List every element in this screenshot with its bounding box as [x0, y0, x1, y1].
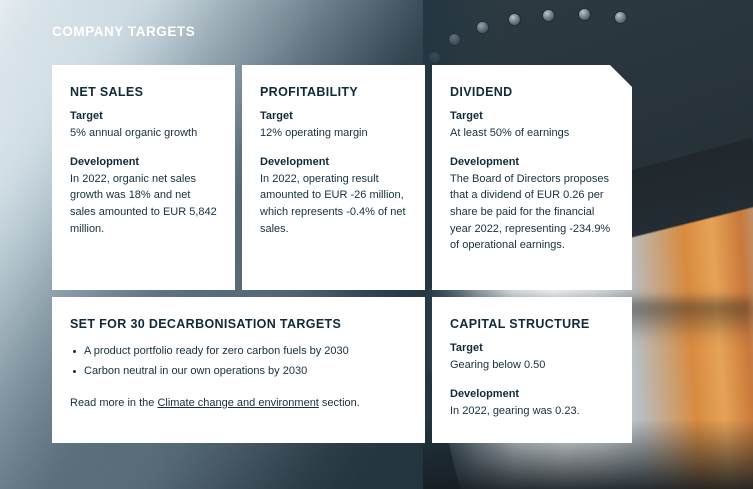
card-heading-profitability: PROFITABILITY — [260, 85, 359, 99]
development-label: Development — [70, 155, 140, 168]
card-heading-capital-structure: CAPITAL STRUCTURE — [450, 317, 590, 331]
spacer — [70, 142, 217, 155]
card-profitability: PROFITABILITY Target 12% operating margi… — [242, 65, 425, 290]
read-more-text: Read more in the Climate change and envi… — [70, 395, 407, 412]
list-item: Carbon neutral in our own operations by … — [70, 361, 407, 381]
read-more-prefix: Read more in the — [70, 396, 158, 409]
development-value-capital-structure: In 2022, gearing was 0.23. — [450, 404, 580, 417]
development-value-dividend: The Board of Directors proposes that a d… — [450, 172, 611, 252]
development-label: Development — [450, 387, 520, 400]
flange-bolt-icon — [579, 9, 590, 20]
card-dividend: DIVIDEND Target At least 50% of earnings… — [432, 65, 632, 290]
development-label: Development — [260, 155, 330, 168]
read-more-suffix: section. — [318, 396, 360, 409]
target-value-dividend: At least 50% of earnings — [450, 126, 570, 139]
target-label: Target — [260, 110, 293, 122]
decarbonisation-bullet-list: A product portfolio ready for zero carbo… — [70, 341, 407, 382]
flange-bolt-icon — [615, 12, 626, 23]
card-decarbonisation: SET FOR 30 DECARBONISATION TARGETS A pro… — [52, 297, 425, 443]
card-heading-net-sales: NET SALES — [70, 85, 144, 99]
target-value-profitability: 12% operating margin — [260, 126, 368, 139]
target-value-net-sales: 5% annual organic growth — [70, 126, 198, 139]
target-label: Target — [450, 342, 483, 354]
target-label: Target — [450, 110, 483, 122]
card-heading-dividend: DIVIDEND — [450, 85, 513, 99]
card-capital-structure: CAPITAL STRUCTURE Target Gearing below 0… — [432, 297, 632, 443]
development-label: Development — [450, 155, 520, 168]
card-net-sales: NET SALES Target 5% annual organic growt… — [52, 65, 235, 290]
card-heading-decarbonisation: SET FOR 30 DECARBONISATION TARGETS — [70, 317, 342, 331]
targets-card-grid: NET SALES Target 5% annual organic growt… — [52, 65, 632, 443]
target-label: Target — [70, 110, 103, 122]
page-title: COMPANY TARGETS — [52, 24, 196, 39]
flange-bolt-icon — [509, 14, 520, 25]
flange-bolt-icon — [543, 10, 554, 21]
climate-change-link[interactable]: Climate change and environment — [157, 396, 319, 409]
list-item: A product portfolio ready for zero carbo… — [70, 341, 407, 361]
spacer — [450, 374, 614, 387]
development-value-profitability: In 2022, operating result amounted to EU… — [260, 172, 406, 235]
spacer — [260, 142, 407, 155]
development-value-net-sales: In 2022, organic net sales growth was 18… — [70, 172, 217, 235]
spacer — [450, 142, 614, 155]
target-value-capital-structure: Gearing below 0.50 — [450, 358, 546, 371]
